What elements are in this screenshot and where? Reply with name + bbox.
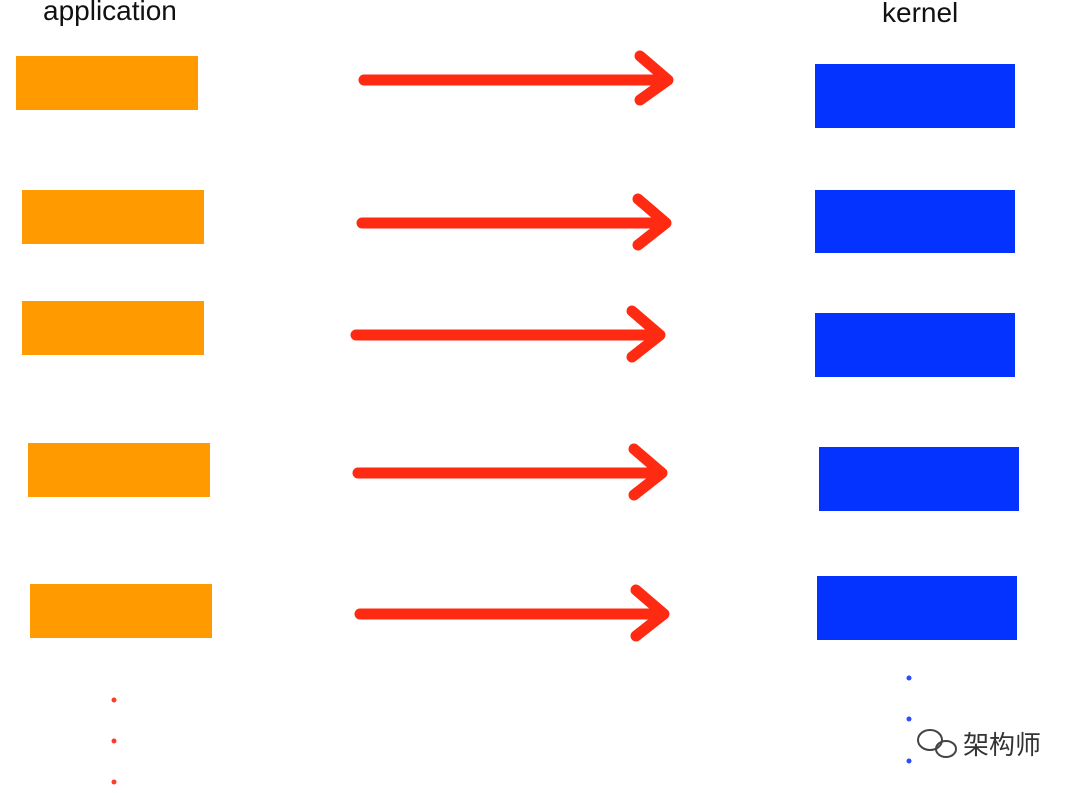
kernel-block	[817, 576, 1017, 640]
app-ellipsis	[111, 697, 117, 785]
dot	[906, 758, 912, 764]
watermark: 架构师	[963, 731, 1041, 761]
dot	[906, 716, 912, 722]
arrow	[352, 443, 668, 501]
left-column-label: application	[43, 0, 177, 26]
arrows	[350, 50, 674, 642]
kernel-block	[815, 313, 1015, 377]
kernel-ellipsis	[906, 675, 912, 764]
arrow	[356, 193, 672, 251]
app-block	[28, 443, 210, 497]
dot	[906, 675, 912, 681]
arrow	[354, 584, 670, 642]
kernel-blocks	[815, 64, 1019, 640]
arrow	[350, 305, 666, 363]
arrow	[358, 50, 674, 106]
app-block	[16, 56, 198, 110]
app-block	[30, 584, 212, 638]
kernel-block	[819, 447, 1019, 511]
dot	[111, 697, 117, 703]
dot	[111, 738, 117, 744]
kernel-block	[815, 64, 1015, 128]
watermark-icon	[917, 729, 957, 758]
app-block	[22, 190, 204, 244]
right-column-label: kernel	[882, 0, 958, 28]
application-blocks	[16, 56, 212, 638]
kernel-block	[815, 190, 1015, 253]
dot	[111, 779, 117, 785]
app-block	[22, 301, 204, 355]
